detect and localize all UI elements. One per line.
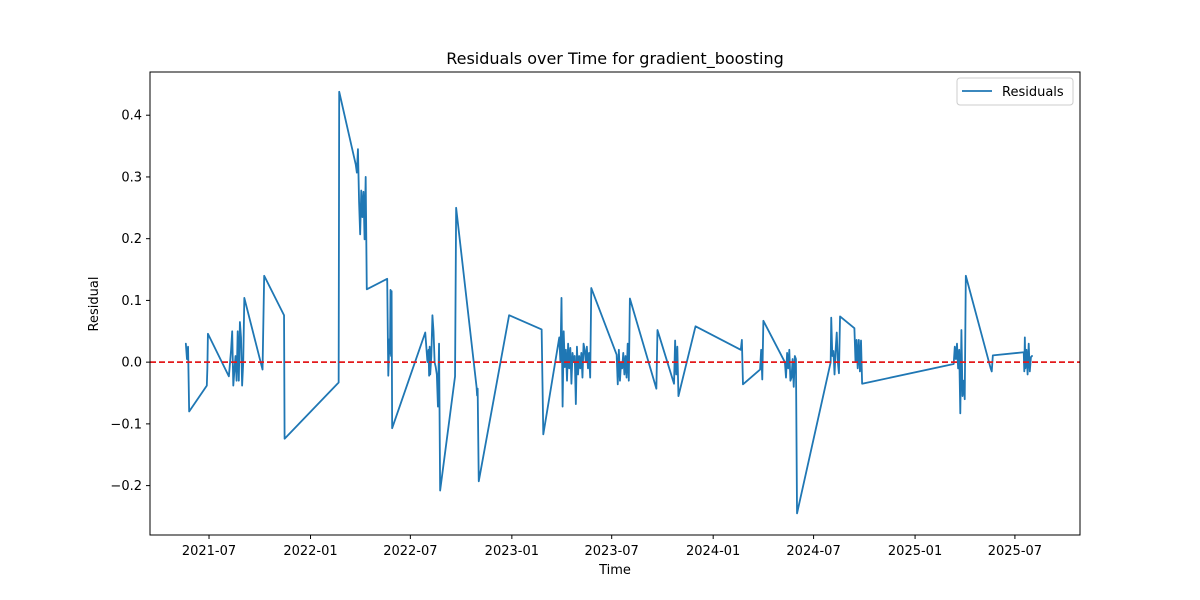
chart-title: Residuals over Time for gradient_boostin… bbox=[446, 49, 784, 69]
series-line-0 bbox=[184, 90, 1033, 515]
y-axis-title: Residual bbox=[87, 277, 102, 332]
y-tick-label: 0.2 bbox=[121, 232, 142, 247]
legend-label: Residuals bbox=[1002, 85, 1064, 100]
x-tick-label: 2021-07 bbox=[182, 544, 236, 559]
plot-area: 2021-07 2022-01 2022-07 2023-01 2023-07 2024-… bbox=[110, 71, 1081, 559]
y-tick-label: 0.4 bbox=[121, 109, 142, 124]
x-tick-label: 2025-07 bbox=[988, 544, 1042, 559]
x-tick-label: 2022-07 bbox=[383, 544, 437, 559]
x-tick-label: 2025-01 bbox=[888, 544, 942, 559]
legend: Residuals bbox=[956, 77, 1074, 106]
x-tick-label: 2023-01 bbox=[485, 544, 539, 559]
x-tick-label: 2024-01 bbox=[686, 544, 740, 559]
y-tick-label: −0.1 bbox=[110, 417, 142, 432]
y-tick-label: −0.2 bbox=[110, 479, 142, 494]
legend-box bbox=[956, 77, 1074, 106]
x-tick-label: 2022-01 bbox=[283, 544, 337, 559]
y-tick-label: 0.3 bbox=[121, 170, 142, 185]
x-axis-title: Time bbox=[598, 563, 631, 578]
y-tick-label: 0.0 bbox=[121, 356, 142, 371]
plot-frame bbox=[149, 71, 1081, 536]
x-tick-label: 2024-07 bbox=[786, 544, 840, 559]
x-tick-label: 2023-07 bbox=[585, 544, 639, 559]
y-tick-label: 0.1 bbox=[121, 294, 142, 309]
